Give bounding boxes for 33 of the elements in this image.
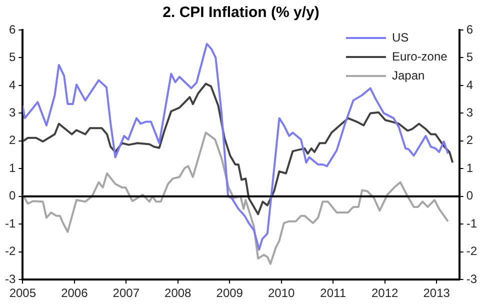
y2-tick-label: -3 <box>466 272 478 286</box>
y2-tick-label: 4 <box>466 78 474 92</box>
y-tick-label: 3 <box>8 106 16 120</box>
x-tick-label: 2012 <box>371 286 398 300</box>
x-tick-label: 2010 <box>268 286 296 300</box>
x-tick-label: 2009 <box>216 286 244 300</box>
y-tick-label: 6 <box>8 22 16 36</box>
y-tick-label: -2 <box>5 244 16 258</box>
legend-label: US <box>392 30 409 44</box>
x-tick-label: 2011 <box>320 286 346 300</box>
y2-tick-label: -2 <box>466 244 478 258</box>
y2-tick-label: 6 <box>466 22 474 36</box>
x-tick-label: 2013 <box>423 286 450 300</box>
legend-label: Japan <box>392 68 425 82</box>
x-tick-label: 2005 <box>9 286 36 300</box>
y-tick-label: 0 <box>8 188 16 203</box>
x-tick-label: 2008 <box>164 286 192 300</box>
legend-label: Euro-zone <box>392 49 448 64</box>
y-tick-label: 4 <box>8 78 16 92</box>
y2-tick-label: 5 <box>466 50 474 64</box>
y-tick-label: -1 <box>5 216 16 230</box>
chart-title: 2. CPI Inflation (% y/y) <box>162 4 320 22</box>
y2-tick-label: 1 <box>466 160 474 175</box>
y-tick-label: 2 <box>8 133 16 148</box>
x-tick-label: 2006 <box>61 286 88 300</box>
x-tick-label: 2007 <box>112 286 140 300</box>
y-tick-label: 5 <box>8 50 16 64</box>
y-tick-label: 1 <box>8 160 16 175</box>
y2-tick-label: -1 <box>466 216 478 230</box>
y2-tick-label: 2 <box>466 133 474 148</box>
y2-tick-label: 3 <box>466 106 474 120</box>
y-tick-label: -3 <box>5 272 16 286</box>
y2-tick-label: 0 <box>466 188 474 203</box>
